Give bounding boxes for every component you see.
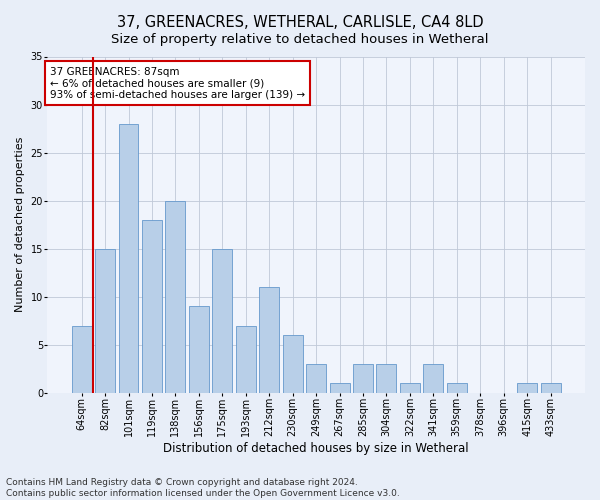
X-axis label: Distribution of detached houses by size in Wetheral: Distribution of detached houses by size … bbox=[163, 442, 469, 455]
Text: Size of property relative to detached houses in Wetheral: Size of property relative to detached ho… bbox=[111, 32, 489, 46]
Bar bbox=[400, 384, 420, 393]
Bar bbox=[541, 384, 560, 393]
Bar bbox=[376, 364, 397, 393]
Y-axis label: Number of detached properties: Number of detached properties bbox=[15, 137, 25, 312]
Bar bbox=[329, 384, 350, 393]
Bar bbox=[119, 124, 139, 393]
Bar bbox=[71, 326, 92, 393]
Bar bbox=[306, 364, 326, 393]
Bar bbox=[189, 306, 209, 393]
Bar bbox=[142, 220, 162, 393]
Text: 37, GREENACRES, WETHERAL, CARLISLE, CA4 8LD: 37, GREENACRES, WETHERAL, CARLISLE, CA4 … bbox=[116, 15, 484, 30]
Bar bbox=[166, 200, 185, 393]
Bar bbox=[95, 248, 115, 393]
Bar bbox=[424, 364, 443, 393]
Bar bbox=[353, 364, 373, 393]
Bar bbox=[447, 384, 467, 393]
Text: Contains HM Land Registry data © Crown copyright and database right 2024.
Contai: Contains HM Land Registry data © Crown c… bbox=[6, 478, 400, 498]
Bar bbox=[259, 287, 279, 393]
Bar bbox=[283, 335, 302, 393]
Text: 37 GREENACRES: 87sqm
← 6% of detached houses are smaller (9)
93% of semi-detache: 37 GREENACRES: 87sqm ← 6% of detached ho… bbox=[50, 66, 305, 100]
Bar bbox=[517, 384, 537, 393]
Bar bbox=[236, 326, 256, 393]
Bar bbox=[212, 248, 232, 393]
